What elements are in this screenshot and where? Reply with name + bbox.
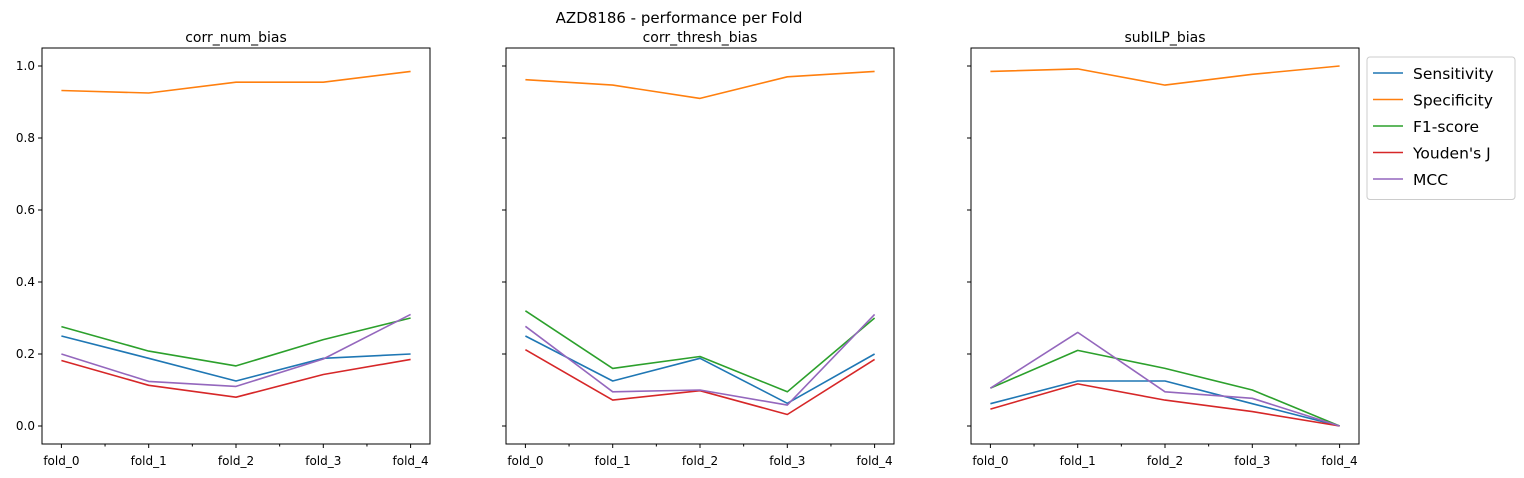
- series-line-f1-score: [61, 317, 411, 367]
- legend-label-sensitivity: Sensitivity: [1413, 65, 1494, 83]
- axes-frame: [970, 47, 1360, 445]
- chart-panel-corr-thresh-bias: corr_thresh_bias fold_0 fold_1 fold_2 fold_3…: [502, 30, 895, 468]
- axes-frame: [505, 47, 895, 445]
- x-tick-label: fold_1: [1060, 454, 1096, 468]
- series-line-f1-score: [990, 349, 1340, 427]
- series-line-mcc: [989, 331, 1340, 427]
- x-tick-label: fold_1: [131, 454, 167, 468]
- panel-title: subILP_bias: [1124, 30, 1205, 46]
- x-tick-label: fold_2: [1147, 454, 1183, 468]
- legend-label-youden-s-j: Youden's J: [1412, 145, 1491, 163]
- series-line-mcc: [524, 313, 876, 406]
- series-line-mcc: [61, 313, 411, 388]
- y-tick-label: 0.0: [16, 419, 35, 433]
- panel-title: corr_thresh_bias: [643, 30, 758, 46]
- series-line-specificity: [525, 70, 875, 100]
- panel-title: corr_num_bias: [185, 30, 287, 46]
- legend-label-specificity: Specificity: [1413, 92, 1493, 110]
- chart-panel-corr-num-bias: corr_num_bias 0.0 0.2 0.4 0.6 0.8 1.0 fold_0 fol…: [16, 30, 431, 468]
- x-tick-label: fold_2: [682, 454, 718, 468]
- figure-suptitle: AZD8186 - performance per Fold: [556, 9, 803, 27]
- series-line-specificity: [990, 65, 1340, 86]
- x-tick-label: fold_4: [1322, 454, 1358, 468]
- y-tick-label: 0.2: [16, 347, 35, 361]
- x-tick-label: fold_1: [595, 454, 631, 468]
- series-line-specificity: [61, 70, 411, 94]
- series-line-youden-s-j: [525, 349, 876, 416]
- x-tick-label: fold_0: [43, 454, 79, 468]
- y-tick-label: 0.6: [16, 203, 35, 217]
- x-tick-label: fold_4: [857, 454, 893, 468]
- series-line-sensitivity: [990, 380, 1340, 427]
- series-line-sensitivity: [61, 335, 411, 382]
- x-tick-label: fold_0: [972, 454, 1008, 468]
- y-tick-label: 0.4: [16, 275, 35, 289]
- x-tick-label: fold_3: [305, 454, 341, 468]
- y-tick-label: 0.8: [16, 131, 35, 145]
- x-tick-label: fold_0: [507, 454, 543, 468]
- x-tick-label: fold_2: [218, 454, 254, 468]
- y-tick-label: 1.0: [16, 59, 35, 73]
- x-tick-label: fold_3: [1234, 454, 1270, 468]
- legend-frame: [1366, 56, 1516, 200]
- x-tick-label: fold_4: [393, 454, 429, 468]
- series-line-sensitivity: [525, 335, 875, 405]
- series-line-youden-s-j: [61, 358, 411, 399]
- chart-panels: corr_num_bias 0.0 0.2 0.4 0.6 0.8 1.0 fold_0 fol…: [16, 30, 1360, 468]
- axes-frame: [41, 47, 431, 445]
- x-tick-label: fold_3: [769, 454, 805, 468]
- chart-panel-subilp-bias: subILP_bias fold_0 fold_1 fold_2 fold_3 fold_…: [967, 30, 1360, 468]
- series-line-f1-score: [524, 310, 876, 393]
- legend-label-mcc: MCC: [1413, 171, 1448, 189]
- series-line-youden-s-j: [990, 383, 1340, 427]
- legend: Sensitivity Specificity F1-score Youden's J…: [1366, 56, 1516, 200]
- legend-label-f1-score: F1-score: [1413, 118, 1479, 136]
